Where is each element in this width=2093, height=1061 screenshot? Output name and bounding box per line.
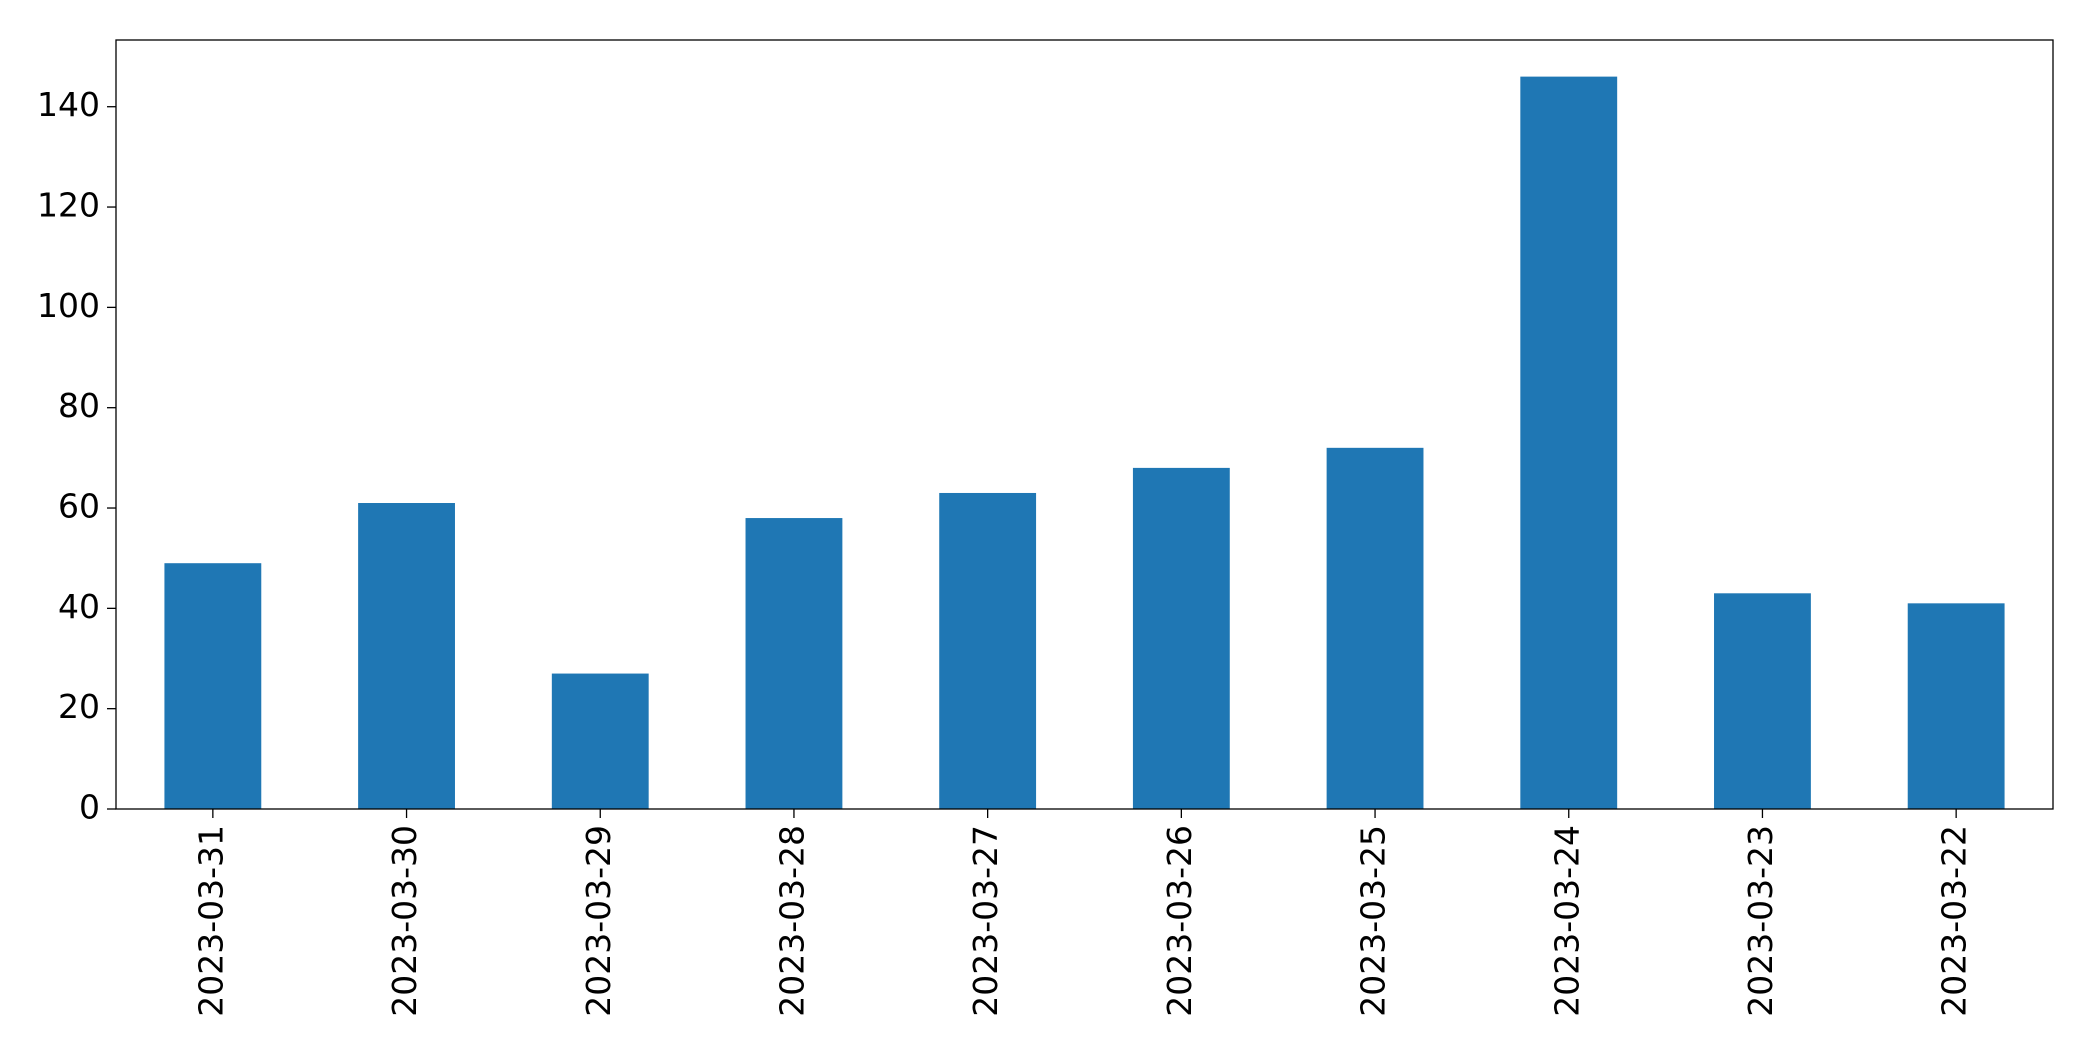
bar	[1520, 76, 1618, 810]
y-tick-label: 140	[37, 85, 100, 124]
x-tick-label: 2023-03-28	[772, 825, 811, 1017]
y-tick-label: 60	[58, 487, 100, 526]
bar	[551, 673, 649, 809]
plot-frame	[115, 39, 2054, 810]
y-tick-label: 20	[58, 687, 100, 726]
y-tick-label: 100	[37, 286, 100, 325]
x-tick-label: 2023-03-25	[1354, 825, 1393, 1017]
bar	[939, 492, 1037, 809]
x-tick-label: 2023-03-27	[966, 825, 1005, 1017]
x-tick-label: 2023-03-23	[1741, 825, 1780, 1017]
bar	[1714, 593, 1811, 809]
y-tick-label: 120	[37, 186, 100, 225]
y-tick-label: 0	[79, 788, 100, 827]
bar	[745, 518, 843, 809]
x-tick-label: 2023-03-30	[385, 825, 424, 1017]
x-tick-label: 2023-03-31	[191, 825, 230, 1017]
y-tick-label: 80	[58, 386, 100, 425]
y-tick-label: 40	[58, 587, 100, 626]
x-tick-label: 2023-03-22	[1935, 825, 1974, 1017]
bar	[1326, 447, 1424, 809]
x-tick-label: 2023-03-26	[1160, 825, 1199, 1017]
bar	[1132, 467, 1230, 809]
x-tick-label: 2023-03-24	[1547, 825, 1586, 1017]
bar	[164, 563, 262, 809]
bar	[1907, 603, 2005, 809]
x-tick-label: 2023-03-29	[579, 825, 618, 1017]
bar	[358, 503, 455, 809]
